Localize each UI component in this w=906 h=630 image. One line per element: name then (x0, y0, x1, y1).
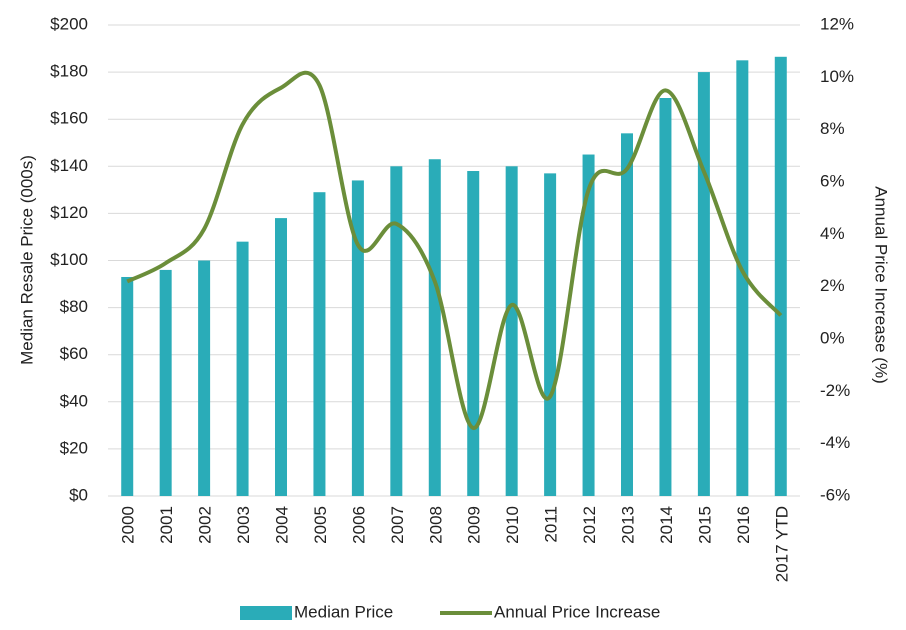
bar (313, 192, 326, 496)
y-tick-label: $0 (69, 485, 88, 504)
x-tick-label: 2012 (580, 506, 599, 544)
y-tick-label: $20 (60, 438, 88, 457)
legend-label: Median Price (294, 602, 393, 621)
y-tick-label: $120 (50, 203, 88, 222)
bar (198, 260, 211, 496)
x-tick-label: 2000 (119, 506, 138, 544)
bar (351, 180, 364, 496)
y2-tick-label: -2% (820, 381, 850, 400)
x-tick-label: 2003 (234, 506, 253, 544)
bar (121, 276, 134, 496)
y2-axis-title: Annual Price Increase (%) (872, 186, 891, 383)
y-tick-label: $80 (60, 297, 88, 316)
x-tick-label: 2013 (618, 506, 637, 544)
bar (621, 133, 633, 496)
y2-tick-label: 10% (820, 67, 854, 86)
x-tick-label: 2001 (157, 506, 176, 544)
x-tick-label: 2006 (349, 506, 368, 544)
bar (736, 60, 749, 496)
bar (236, 241, 249, 496)
x-tick-label: 2015 (695, 506, 714, 544)
x-tick-label: 2016 (734, 506, 753, 544)
y-tick-label: $100 (50, 250, 88, 269)
y2-tick-label: -6% (820, 485, 850, 504)
bar (505, 166, 518, 497)
y-tick-label: $140 (50, 156, 88, 175)
y2-tick-label: 0% (820, 328, 845, 347)
bar (697, 72, 710, 496)
x-tick-label: 2017 YTD (772, 506, 791, 582)
y-tick-label: $180 (50, 62, 88, 81)
y2-tick-label: 12% (820, 14, 854, 33)
y-tick-label: $160 (50, 109, 88, 128)
x-tick-label: 2008 (426, 506, 445, 544)
bar (582, 154, 595, 496)
y-tick-label: $40 (60, 391, 88, 410)
bar (467, 171, 480, 496)
y-tick-label: $200 (50, 14, 88, 33)
bar (275, 218, 287, 497)
bar (390, 166, 403, 497)
bar (659, 98, 672, 496)
y-axis-title: Median Resale Price (000s) (17, 155, 36, 365)
bar (428, 159, 441, 497)
y2-tick-label: 8% (820, 119, 845, 138)
x-tick-label: 2004 (272, 506, 291, 544)
y2-tick-label: 2% (820, 276, 845, 295)
x-tick-label: 2009 (465, 506, 484, 544)
x-tick-label: 2014 (657, 506, 676, 544)
x-tick-label: 2011 (542, 506, 561, 543)
bar (774, 56, 787, 496)
bar (159, 269, 172, 496)
line (126, 70, 783, 430)
bar (544, 173, 557, 497)
legend-swatch (240, 606, 292, 620)
legend-label: Annual Price Increase (494, 602, 660, 621)
y2-tick-label: 4% (820, 224, 845, 243)
x-tick-label: 2002 (196, 506, 215, 544)
y-tick-label: $60 (60, 344, 88, 363)
y2-tick-label: 6% (820, 171, 845, 190)
x-tick-label: 2007 (388, 506, 407, 544)
x-tick-label: 2005 (311, 506, 330, 544)
y2-tick-label: -4% (820, 433, 850, 452)
x-tick-label: 2010 (503, 506, 522, 544)
